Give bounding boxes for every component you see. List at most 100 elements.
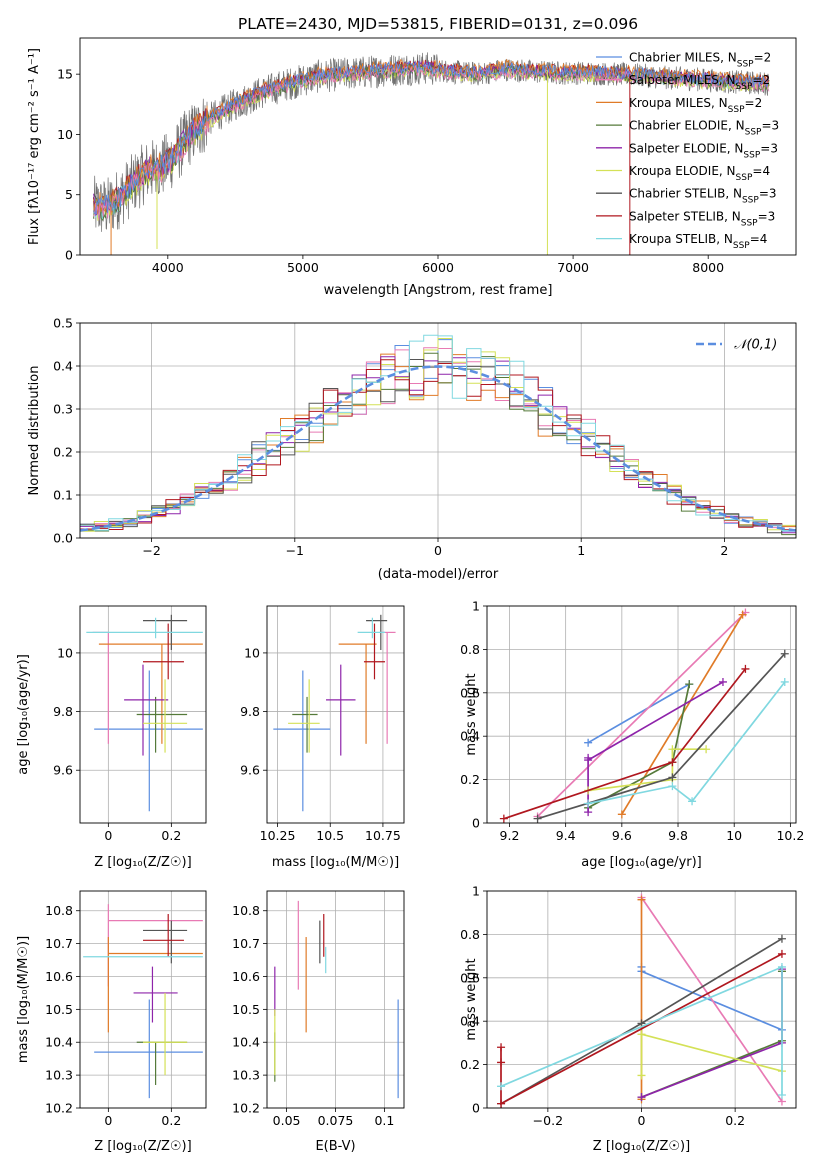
data-point	[738, 610, 747, 619]
y-tick-label: 10	[244, 645, 260, 660]
errorbar-salpeter-stelib	[143, 914, 184, 957]
errorbar-chabrier-miles	[273, 670, 331, 812]
axes-frame	[486, 605, 797, 824]
errorbar-chabrier-miles	[94, 999, 203, 1099]
data-point	[685, 680, 694, 689]
x-axis-label: E(B-V)	[315, 1139, 355, 1154]
y-tick-label: 0.2	[53, 445, 73, 460]
errorbar-salpeter-elodie	[133, 966, 178, 1023]
plot-area	[274, 900, 399, 1099]
y-tick-label: 0.6	[460, 685, 480, 700]
y-tick-label: 10.5	[232, 1002, 260, 1017]
panel-8: −0.2 0 0.2 0 0.2 0.4 0.6 0.8 1 Z [log₁₀(Z/Z☉)] mas…	[460, 884, 797, 1154]
errorbar-kroupa-stelib	[86, 617, 203, 639]
x-tick-label: 2	[720, 543, 728, 558]
y-tick-label: 0.2	[460, 772, 480, 787]
x-tick-label: 10.25	[260, 828, 296, 843]
data-point	[637, 1093, 646, 1102]
series-salpeter-stelib	[499, 664, 750, 823]
y-tick-label: 15	[57, 67, 73, 82]
series-line	[587, 681, 786, 805]
y-tick-label: 0.5	[53, 316, 73, 331]
legend-label: Chabrier STELIB, NSSP=3	[629, 187, 777, 206]
errorbar-kroupa-miles	[107, 937, 203, 1033]
data-point	[777, 962, 786, 971]
y-tick-label: 10.7	[232, 936, 260, 951]
series-salpeter-miles	[637, 893, 786, 1106]
y-tick-label: 0.4	[460, 729, 480, 744]
series-kroupa-stelib	[584, 677, 789, 808]
data-point	[780, 649, 789, 658]
x-tick-label: 7000	[557, 260, 589, 275]
y-tick-label: 10.6	[45, 969, 73, 984]
histogram-kroupa-stelib	[80, 334, 796, 531]
errorbar-salpeter-miles	[92, 631, 109, 744]
x-tick-label: 6000	[422, 260, 454, 275]
data-point	[777, 934, 786, 943]
histogram-salpeter-stelib	[80, 359, 796, 531]
errorbar-kroupa-elodie	[143, 679, 188, 753]
y-tick-label: 0.4	[53, 359, 73, 374]
legend: 𝒩(0,1)	[696, 338, 777, 353]
y-tick-label: 10.8	[232, 903, 260, 918]
normal-curve	[80, 365, 796, 532]
legend-label: Chabrier MILES, NSSP=2	[629, 51, 771, 70]
x-axis-label: Z [log₁₀(Z/Z☉)]	[94, 1139, 191, 1154]
legend-label: Salpeter ELODIE, NSSP=3	[629, 141, 778, 160]
x-tick-label: 9.6	[612, 828, 632, 843]
x-tick-label: 10	[726, 828, 742, 843]
x-tick-label: 0	[434, 543, 442, 558]
x-tick-label: 9.8	[668, 828, 688, 843]
plot-area	[499, 608, 789, 823]
axes-frame	[79, 37, 797, 256]
axes-frame	[79, 322, 797, 539]
y-tick-label: 9.6	[240, 763, 260, 778]
axes-frame	[79, 605, 207, 824]
panel-3: 0 0.2 9.6 9.8 10 Z [log₁₀(Z/Z☉)] age [log₁₀(ag…	[16, 605, 207, 870]
y-tick-label: 1	[472, 599, 480, 614]
y-tick-label: 10.8	[45, 903, 73, 918]
data-point	[637, 1071, 646, 1080]
data-point	[777, 949, 786, 958]
figure-title: PLATE=2430, MJD=53815, FIBERID=0131, z=0…	[238, 15, 638, 33]
y-tick-label: 0.2	[460, 1057, 480, 1072]
data-point	[688, 797, 697, 806]
axes-frame	[486, 890, 797, 1109]
errorbar-kroupa-elodie	[288, 679, 320, 753]
x-tick-label: 0.05	[273, 1113, 301, 1128]
series-line	[587, 683, 690, 744]
x-axis-label: age [log₁₀(age/yr)]	[581, 855, 702, 870]
errorbar-kroupa-elodie	[143, 992, 188, 1076]
y-tick-label: 10.7	[45, 936, 73, 951]
y-tick-label: 0.8	[460, 927, 480, 942]
x-tick-label: 1	[577, 543, 585, 558]
y-tick-label: 9.6	[53, 763, 73, 778]
y-tick-label: 10.2	[45, 1101, 73, 1116]
data-point	[702, 745, 711, 754]
panel-2: −2 −1 0 1 2 0.0 0.1 0.2 0.3 0.4 0.5 (data-model)/er…	[27, 316, 797, 582]
errorbar-chabrier-elodie	[136, 1041, 188, 1085]
axes-frame	[266, 605, 405, 824]
x-tick-label: 0	[104, 828, 112, 843]
data-point	[584, 756, 593, 765]
model-salpeter-miles	[93, 64, 770, 221]
y-tick-label: 9.8	[240, 704, 260, 719]
panel-1: 4000 5000 6000 7000 8000 0 5 10 15 wavelength [An…	[27, 37, 797, 298]
y-tick-label: 10.5	[45, 1002, 73, 1017]
y-axis-label: mass [log₁₀(M/M☉)]	[16, 936, 31, 1063]
data-point	[741, 664, 750, 673]
data-point	[668, 773, 677, 782]
errorbar-kroupa-stelib	[357, 617, 386, 639]
axes-frame	[79, 890, 207, 1109]
series-chabrier-elodie	[637, 967, 786, 1102]
errorbar-kroupa-miles	[338, 643, 377, 744]
series-line	[641, 969, 783, 1098]
panel-7: 0.05 0.075 0.1 10.2 10.3 10.4 10.5 10.6 10.7 10.8…	[232, 890, 405, 1154]
x-tick-label: −0.2	[533, 1113, 563, 1128]
y-tick-label: 10	[57, 127, 73, 142]
data-point	[668, 782, 677, 791]
x-tick-label: 4000	[152, 260, 184, 275]
y-tick-label: 0.3	[53, 402, 73, 417]
